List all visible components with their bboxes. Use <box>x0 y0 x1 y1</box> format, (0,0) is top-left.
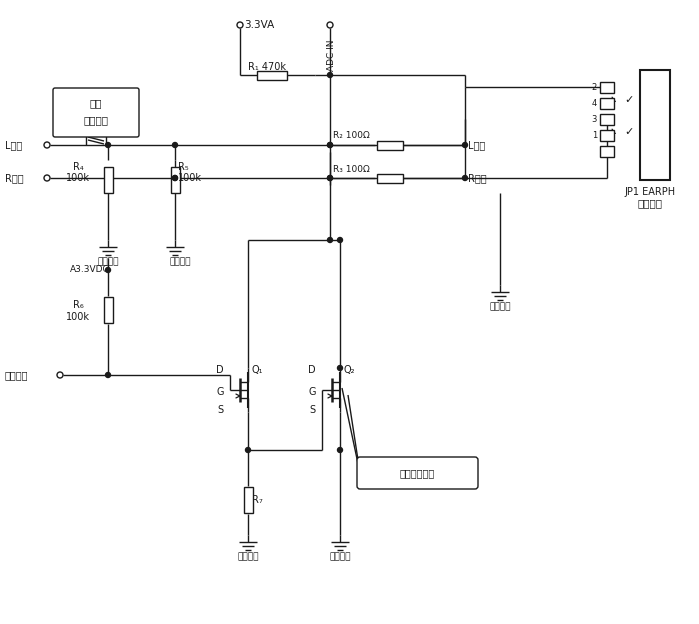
Text: A3.3VDC: A3.3VDC <box>70 265 110 275</box>
Text: S: S <box>309 405 315 415</box>
Circle shape <box>338 447 343 452</box>
FancyBboxPatch shape <box>53 88 139 137</box>
Text: R₅: R₅ <box>178 162 189 172</box>
Bar <box>171 167 180 193</box>
Text: 4: 4 <box>592 99 597 107</box>
Bar <box>257 71 287 79</box>
Circle shape <box>237 22 243 28</box>
Bar <box>600 146 614 157</box>
Text: 消音控制: 消音控制 <box>5 370 29 380</box>
Text: R₁ 470k: R₁ 470k <box>248 62 286 72</box>
Text: ADC IN: ADC IN <box>328 39 336 71</box>
Bar <box>600 82 614 93</box>
Text: 1: 1 <box>592 130 597 140</box>
Circle shape <box>463 175 468 180</box>
Text: L声道: L声道 <box>468 140 485 150</box>
Circle shape <box>338 238 343 243</box>
Text: 2: 2 <box>592 82 597 92</box>
Text: 100k: 100k <box>178 173 202 183</box>
Bar <box>600 114 614 125</box>
Circle shape <box>463 142 468 147</box>
Bar <box>103 297 113 323</box>
Circle shape <box>338 366 343 371</box>
Text: R₄: R₄ <box>73 162 83 172</box>
Circle shape <box>327 22 333 28</box>
Circle shape <box>173 175 178 180</box>
Text: 电池接地: 电池接地 <box>329 552 351 562</box>
Circle shape <box>44 175 50 181</box>
Circle shape <box>106 142 110 147</box>
Text: 3.3VA: 3.3VA <box>244 20 274 30</box>
Text: R₆: R₆ <box>73 300 83 310</box>
Text: 100k: 100k <box>66 173 90 183</box>
Text: 电池接地: 电池接地 <box>237 552 259 562</box>
Text: ✓: ✓ <box>624 127 633 137</box>
Text: R声道: R声道 <box>468 173 487 183</box>
Text: 消音控制电路: 消音控制电路 <box>400 468 435 478</box>
Text: R₇: R₇ <box>252 495 263 505</box>
Bar <box>600 98 614 109</box>
Bar <box>103 167 113 193</box>
Text: R信号: R信号 <box>5 173 24 183</box>
Text: R₂ 100Ω: R₂ 100Ω <box>333 132 370 140</box>
Bar <box>600 130 614 141</box>
Bar <box>243 487 252 513</box>
Circle shape <box>328 175 333 180</box>
Text: S: S <box>217 405 223 415</box>
Text: ✓: ✓ <box>624 95 633 105</box>
Text: L信号: L信号 <box>5 140 22 150</box>
Circle shape <box>328 142 333 147</box>
Bar <box>640 70 670 180</box>
Text: 音频信号: 音频信号 <box>83 115 108 125</box>
Text: Q₂: Q₂ <box>343 365 354 375</box>
Text: G: G <box>308 387 316 397</box>
FancyBboxPatch shape <box>357 457 478 489</box>
Text: 耳机插口: 耳机插口 <box>637 198 663 208</box>
Text: 3: 3 <box>591 114 597 124</box>
Text: G: G <box>216 387 224 397</box>
Circle shape <box>328 238 333 243</box>
Circle shape <box>173 175 178 180</box>
Circle shape <box>106 373 110 378</box>
Text: 100k: 100k <box>66 312 90 322</box>
Circle shape <box>173 142 178 147</box>
Text: JP1 EARPH: JP1 EARPH <box>624 187 675 197</box>
Text: 模拟: 模拟 <box>89 98 102 108</box>
Bar <box>377 140 403 150</box>
Circle shape <box>328 142 333 147</box>
Text: 电池接地: 电池接地 <box>169 258 191 266</box>
Circle shape <box>106 268 110 273</box>
Text: Q₁: Q₁ <box>251 365 263 375</box>
Text: 电池接地: 电池接地 <box>489 303 511 311</box>
Circle shape <box>245 447 250 452</box>
Text: 电池接地: 电池接地 <box>97 258 119 266</box>
Circle shape <box>328 175 333 180</box>
Text: D: D <box>216 365 224 375</box>
Circle shape <box>328 72 333 77</box>
Text: R₃ 100Ω: R₃ 100Ω <box>333 165 370 173</box>
Text: D: D <box>308 365 316 375</box>
Circle shape <box>44 142 50 148</box>
Circle shape <box>57 372 63 378</box>
Bar <box>377 173 403 182</box>
